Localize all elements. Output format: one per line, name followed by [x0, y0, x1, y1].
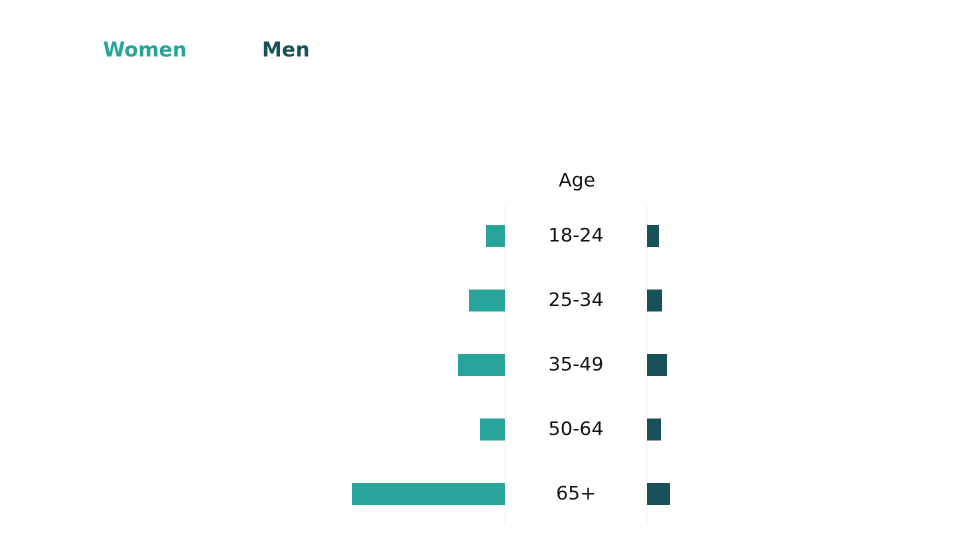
- bar: [647, 483, 670, 505]
- bar: [647, 225, 659, 247]
- legend-label: Men: [262, 38, 310, 62]
- bar: [486, 225, 505, 247]
- bar: [647, 354, 667, 376]
- bar: [647, 418, 661, 441]
- bar: [480, 418, 505, 441]
- bar: [647, 289, 662, 312]
- category-label: 18-24: [548, 225, 603, 247]
- bar: [469, 289, 505, 312]
- category-label: 50-64: [548, 418, 603, 440]
- category-label: 35-49: [548, 354, 603, 376]
- category-label: 65+: [556, 483, 596, 505]
- category-label: 25-34: [548, 289, 603, 311]
- axis-title: Age: [559, 170, 596, 192]
- bar: [458, 354, 505, 376]
- legend-label: Women: [103, 38, 187, 62]
- bar: [352, 483, 505, 505]
